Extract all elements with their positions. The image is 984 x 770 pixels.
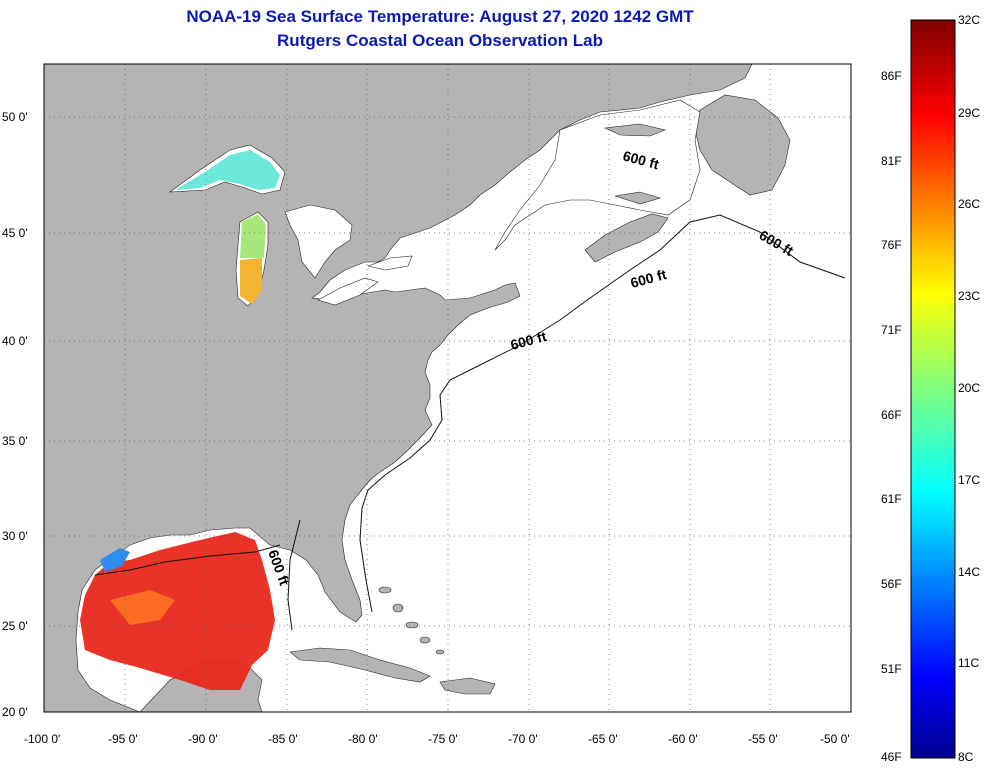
colorbar-c-label: 29C: [958, 106, 980, 120]
colorbar-c-label: 23C: [958, 289, 980, 303]
sst-texas-coast: [100, 548, 130, 572]
lat-axis: 50 0' 45 0' 40 0' 35 0' 30 0' 25 0' 20 0…: [2, 110, 28, 719]
colorbar-c-label: 26C: [958, 197, 980, 211]
contour-600ft: [359, 214, 846, 613]
land-cuba: [289, 647, 431, 683]
land-nova-scotia: [584, 213, 669, 263]
land-pei: [614, 191, 662, 205]
lon-tick: -80 0': [348, 732, 378, 746]
colorbar-f-label: 86F: [881, 69, 902, 83]
colorbar-f-label: 61F: [881, 492, 902, 506]
sst-lake-michigan: [240, 258, 262, 304]
colorbar-c-label: 32C: [958, 13, 980, 27]
land-hispaniola: [439, 677, 496, 695]
lake-erie: [317, 277, 379, 306]
lon-tick: -70 0': [508, 732, 538, 746]
colorbar-c-label: 20C: [958, 381, 980, 395]
lon-tick: -90 0': [188, 732, 218, 746]
colorbar: [910, 19, 956, 759]
lon-tick: -100 0': [24, 732, 60, 746]
land-anticosti: [603, 123, 666, 137]
colorbar-f-label: 76F: [881, 238, 902, 252]
lat-tick: 45 0': [2, 226, 28, 240]
sst-gulf-of-mexico: [80, 532, 275, 690]
lon-tick: -55 0': [748, 732, 778, 746]
grid-lines: [44, 64, 851, 712]
lon-tick: -50 0': [820, 732, 850, 746]
colorbar-c-label: 8C: [958, 750, 974, 764]
lat-tick: 40 0': [2, 334, 28, 348]
colorbar-f-label: 81F: [881, 154, 902, 168]
colorbar-c-label: 14C: [958, 565, 980, 579]
lat-tick: 35 0': [2, 434, 28, 448]
bahamas-islands: [378, 586, 445, 655]
colorbar-c-label: 17C: [958, 473, 980, 487]
contour-600ft-gulf: [94, 519, 301, 631]
colorbar-f-label: 56F: [881, 577, 902, 591]
colorbar-c-label: 11C: [958, 656, 979, 670]
map-frame: [43, 63, 852, 713]
colorbar-f-label: 71F: [881, 323, 902, 337]
lat-tick: 20 0': [2, 705, 28, 719]
colorbar-fahrenheit-labels: 86F 81F 76F 71F 66F 61F 56F 51F 46F: [881, 69, 902, 764]
chart-subtitle: Rutgers Coastal Ocean Observation Lab: [277, 31, 603, 50]
lon-axis: -100 0' -95 0' -90 0' -85 0' -80 0' -75 …: [24, 732, 850, 746]
lake-ontario: [366, 255, 413, 271]
lon-tick: -75 0': [428, 732, 458, 746]
lat-tick: 30 0': [2, 529, 28, 543]
gulf-st-lawrence: [494, 99, 701, 251]
lon-tick: -65 0': [588, 732, 618, 746]
lat-tick: 25 0': [2, 619, 28, 633]
land-north-america: [44, 64, 753, 712]
colorbar-f-label: 51F: [881, 662, 902, 676]
sst-lake-superior: [175, 150, 280, 190]
colorbar-f-label: 46F: [881, 750, 902, 764]
lon-tick: -85 0': [268, 732, 298, 746]
colorbar-f-label: 66F: [881, 408, 902, 422]
land-newfoundland: [694, 94, 791, 196]
lon-tick: -95 0': [108, 732, 138, 746]
sst-lake-michigan-north: [240, 214, 266, 258]
colorbar-celsius-labels: 32C 29C 26C 23C 20C 17C 14C 11C 8C: [958, 13, 980, 764]
sst-gulf-patches: [110, 590, 175, 625]
lon-tick: -60 0': [668, 732, 698, 746]
chart-title: NOAA-19 Sea Surface Temperature: August …: [186, 7, 694, 26]
lat-tick: 50 0': [2, 110, 28, 124]
lake-huron: [284, 204, 353, 279]
